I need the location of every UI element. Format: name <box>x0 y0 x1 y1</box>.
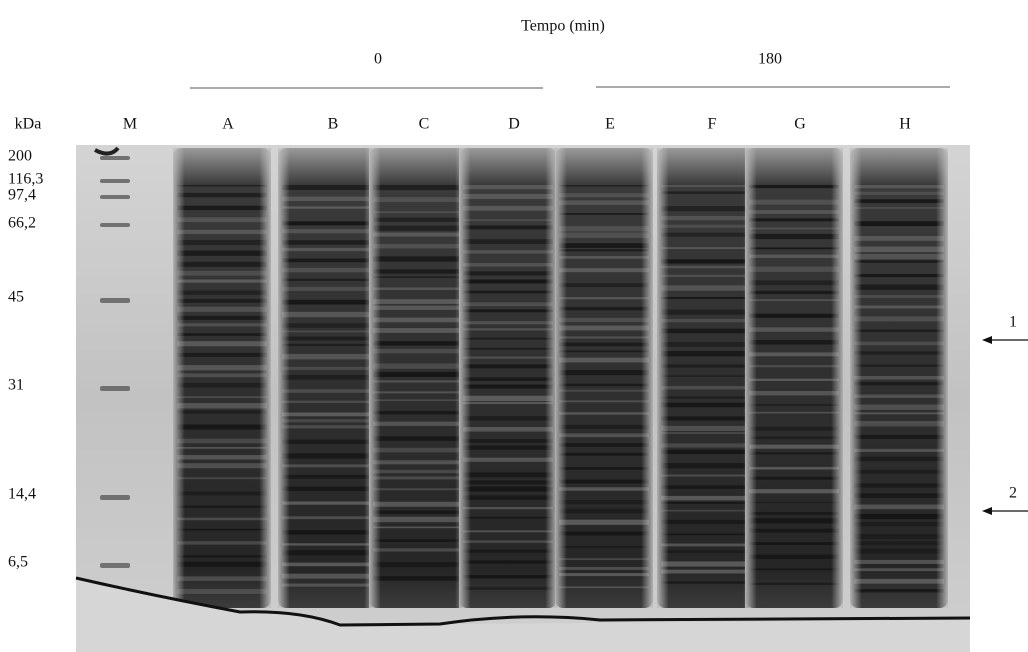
lane-edge <box>369 148 467 608</box>
lane-edge <box>850 148 948 608</box>
arrow-head <box>982 336 992 344</box>
lane-edge <box>555 148 653 608</box>
marker-label: 6,5 <box>8 554 28 571</box>
lane-label: E <box>605 116 615 133</box>
lane-label: C <box>419 116 430 133</box>
lane-edge <box>459 148 557 608</box>
lane-label: F <box>708 116 717 133</box>
marker-band <box>100 179 130 183</box>
lane-label: D <box>508 116 520 133</box>
dye-front-fill <box>76 578 970 652</box>
lane-label: B <box>328 116 339 133</box>
marker-band <box>100 386 130 391</box>
lane-label: G <box>794 116 806 133</box>
lane-edge <box>278 148 376 608</box>
marker-label: 66,2 <box>8 215 36 232</box>
lane-label: H <box>899 116 911 133</box>
arrow-head <box>982 507 992 515</box>
marker-band <box>100 563 130 568</box>
lane-edge <box>745 148 843 608</box>
lane-label: M <box>123 116 137 133</box>
marker-band <box>100 195 130 199</box>
unit-label: kDa <box>15 116 42 133</box>
marker-label: 14,4 <box>8 486 36 503</box>
marker-label: 116,3 <box>8 171 43 188</box>
arrow-label: 2 <box>1009 485 1017 502</box>
marker-label: 200 <box>8 148 32 165</box>
marker-label: 31 <box>8 377 24 394</box>
lane-edge <box>173 148 271 608</box>
arrow-label: 1 <box>1009 314 1017 331</box>
group-label: 180 <box>758 51 782 68</box>
lane-label: A <box>222 116 234 133</box>
well-mark <box>94 146 120 156</box>
gel <box>75 145 971 652</box>
marker-band <box>100 298 130 303</box>
marker-band <box>100 223 130 227</box>
lane-edge <box>657 148 755 608</box>
dye-front <box>75 576 971 627</box>
header-title: Tempo (min) <box>521 18 605 35</box>
marker-band <box>100 156 130 160</box>
marker-label: 45 <box>8 289 24 306</box>
group-label: 0 <box>374 51 382 68</box>
marker-label: 97,4 <box>8 187 36 204</box>
marker-band <box>100 495 130 500</box>
